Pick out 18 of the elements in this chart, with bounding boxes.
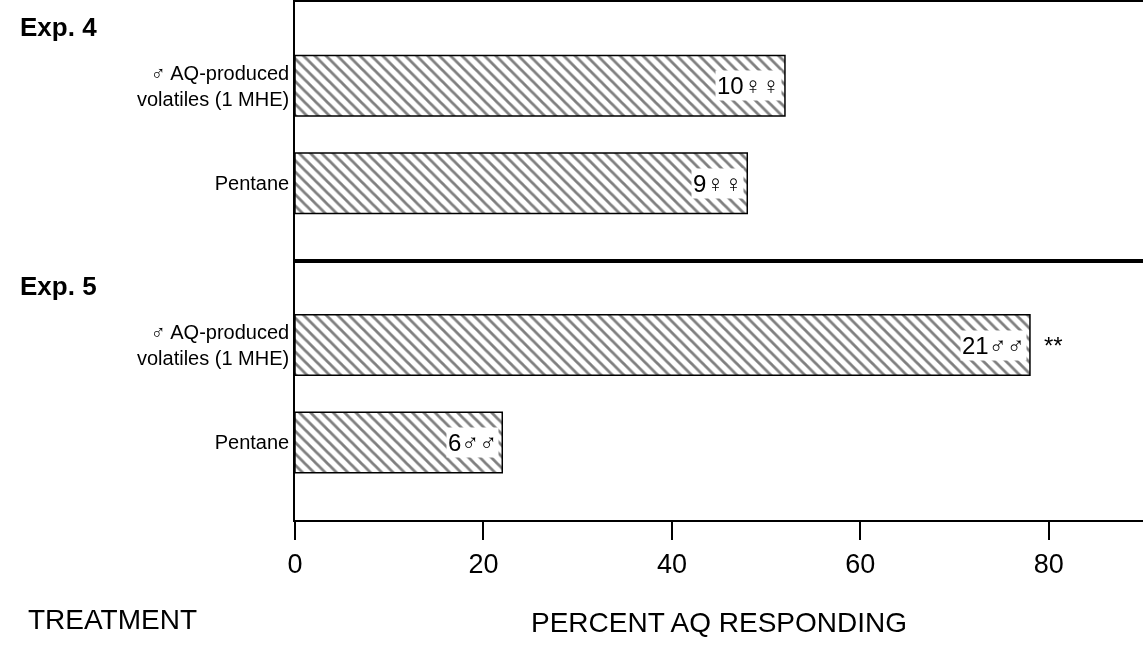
x-tick-label: 80: [1033, 548, 1064, 579]
y-tick-label: Pentane: [214, 431, 290, 454]
x-tick-label: 20: [468, 548, 499, 579]
y-tick-label: Pentane: [214, 172, 290, 195]
x-tick-label: 40: [656, 548, 687, 579]
annotation: 10♀♀: [717, 72, 780, 99]
x-tick-label: 60: [845, 548, 876, 579]
annotation: 21♂♂: [962, 332, 1025, 359]
y-tick-label: ♂ AQ-produced volatiles (1 MHE): [136, 321, 290, 369]
y-tick-label: ♂ AQ-produced volatiles (1 MHE): [136, 61, 290, 110]
annotation: 9♀♀: [693, 170, 743, 197]
annotation: **: [1044, 332, 1063, 359]
text: Exp. 4: [20, 12, 98, 42]
x-axis-title: PERCENT AQ RESPONDING: [531, 607, 908, 639]
x-tick-label: 0: [287, 548, 303, 579]
y-axis-title: TREATMENT: [28, 604, 198, 635]
text: Exp. 5: [20, 271, 97, 301]
annotation: 6♂♂: [448, 429, 498, 456]
